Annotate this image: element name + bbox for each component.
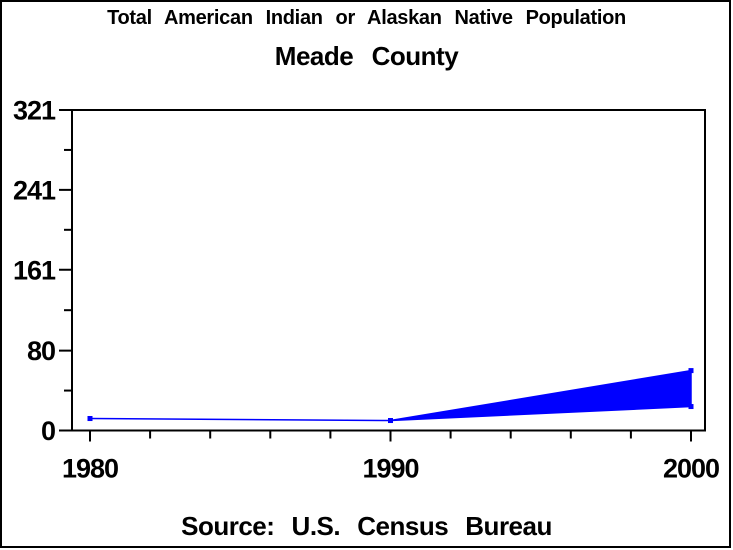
y-axis-tick-label: 80 <box>27 336 55 366</box>
y-axis-tick-label: 0 <box>41 416 55 446</box>
y-axis-tick-label: 241 <box>13 175 56 205</box>
x-axis-tick-label: 1980 <box>62 454 118 484</box>
chart-title: Total American Indian or Alaskan Native … <box>107 7 626 29</box>
x-axis-tick-label: 1990 <box>362 454 418 484</box>
chart-subtitle: Meade County <box>274 41 459 71</box>
source-note: Source: U.S. Census Bureau <box>181 511 552 541</box>
y-axis-tick-label: 161 <box>13 255 56 285</box>
data-point-marker <box>388 418 393 424</box>
band-area <box>89 369 692 422</box>
plot-frame <box>71 109 706 432</box>
data-point-marker <box>688 368 694 374</box>
data-point-marker <box>87 416 93 422</box>
data-point-marker <box>688 404 694 410</box>
y-axis-tick-label: 321 <box>13 96 56 126</box>
x-axis-tick-label: 2000 <box>663 454 719 484</box>
